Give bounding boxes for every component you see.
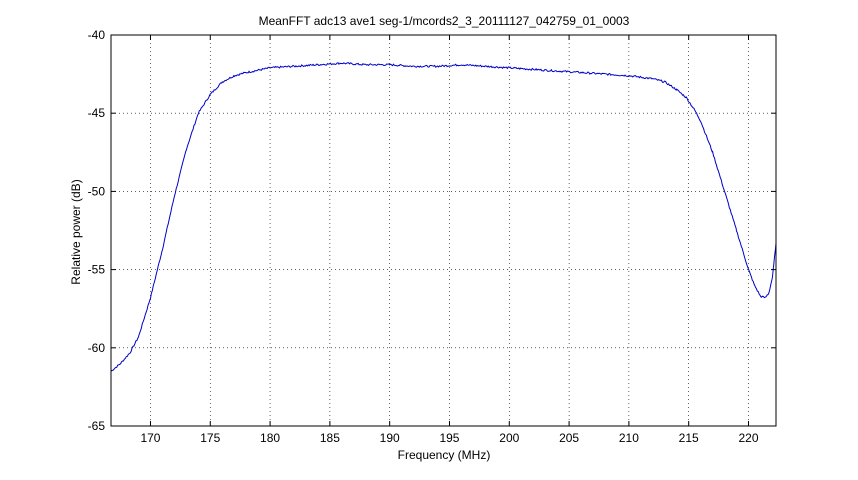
chart-title: MeanFFT adc13 ave1 seg-1/mcords2_3_20111… [259,14,630,28]
series-layer [110,62,777,372]
y-tick-label: -45 [88,106,106,120]
x-tick-label: 170 [140,431,160,445]
x-tick-label: 180 [260,431,280,445]
x-tick-label: 210 [619,431,639,445]
y-tick-label: -65 [88,419,106,433]
x-tick-label: 205 [559,431,579,445]
x-tick-label: 175 [200,431,220,445]
grid-lines [111,35,776,426]
x-tick-label: 185 [320,431,340,445]
x-axis-label: Frequency (MHz) [398,448,491,462]
x-tick-label: 215 [679,431,699,445]
x-tick-label: 195 [439,431,459,445]
y-tick-label: -55 [88,263,106,277]
y-axis-label: Relative power (dB) [69,179,83,284]
x-tick-label: 200 [499,431,519,445]
plot-frame [110,34,777,427]
series-line [110,62,777,372]
y-tick-label: -60 [88,341,106,355]
x-tick-label: 190 [380,431,400,445]
x-tick-label: 220 [738,431,758,445]
y-tick-label: -50 [88,184,106,198]
tick-labels: 170 175 180 185 190 195 200 205 210 215 220 -65 -60 -… [88,28,759,445]
plot-area [111,35,776,426]
axis-ticks [111,34,776,427]
y-tick-label: -40 [88,28,106,42]
